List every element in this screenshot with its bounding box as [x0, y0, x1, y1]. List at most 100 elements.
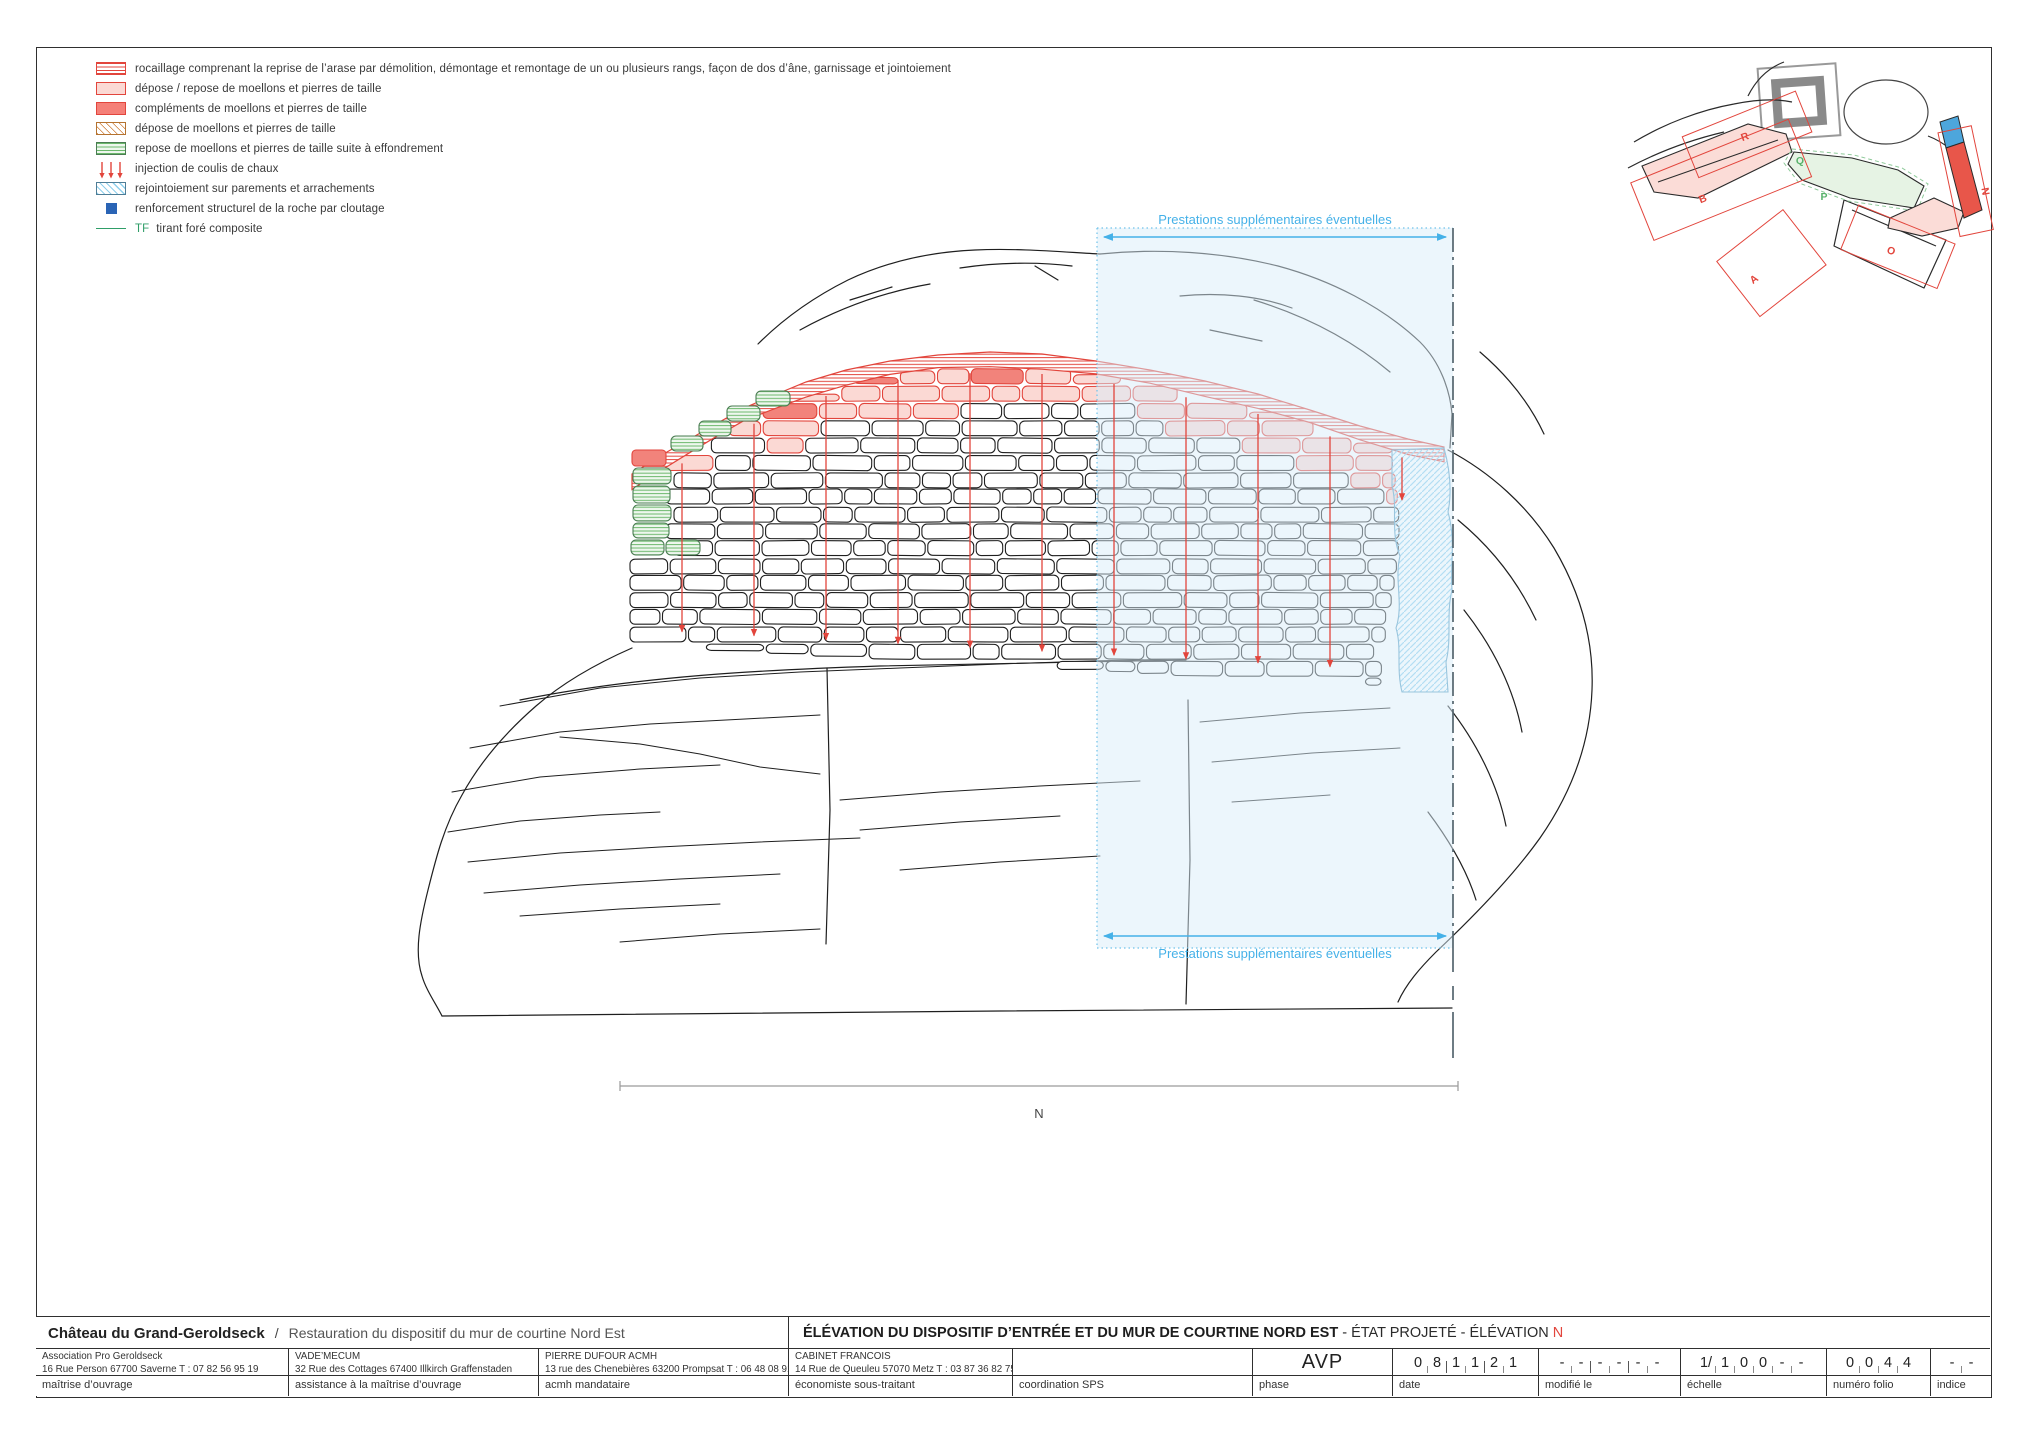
- digit: -: [1559, 1354, 1565, 1371]
- digit: -: [1798, 1354, 1804, 1371]
- project-name: Château du Grand-Geroldseck: [48, 1324, 265, 1342]
- box-label: modifié le: [1539, 1375, 1680, 1396]
- digit-tick: [1628, 1361, 1629, 1373]
- legend-label: compléments de moellons et pierres de ta…: [135, 102, 367, 115]
- box-cell-échelle: 1/1 0 0- - échelle: [1680, 1349, 1826, 1396]
- supplementary-zone: [1097, 228, 1453, 948]
- company-cell-3: PIERRE DUFOUR ACMH 13 rue des Chenebières…: [538, 1349, 788, 1396]
- legend-item-injection: injection de coulis de chaux: [96, 161, 951, 178]
- supplementary-note-top: Prestations supplémentaires éventuelles: [1158, 212, 1392, 227]
- legend-item-depose-repose: dépose / repose de moellons et pierres d…: [96, 82, 951, 95]
- legend-item-tirant: TF tirant foré composite: [96, 222, 951, 235]
- supplementary-zone-borders: Prestations supplémentaires éventuelles P…: [1096, 212, 1454, 1058]
- renforcement-icon: [96, 202, 126, 215]
- digit-tick: [1609, 1366, 1610, 1373]
- title-block: Château du Grand-Geroldseck / Restaurati…: [36, 1316, 1992, 1396]
- company-info: [1013, 1349, 1252, 1376]
- site-map-label-R: R: [1739, 130, 1751, 144]
- digit: 1/: [1699, 1354, 1713, 1371]
- phase-cell: AVP phase: [1252, 1349, 1392, 1396]
- box-cell-date: 0 8 1 1 2 1 date: [1392, 1349, 1538, 1396]
- role-label: coordination SPS: [1013, 1375, 1252, 1396]
- digit-tick: [1446, 1361, 1447, 1373]
- project-subtitle: Restauration du dispositif du mur de cou…: [288, 1325, 625, 1341]
- legend: rocaillage comprenant la reprise de l’ar…: [96, 62, 951, 242]
- digit-boxes: 1/1 0 0- -: [1681, 1349, 1826, 1376]
- company-info: CABINET FRANCOIS 14 Rue de Queuleu 57070 …: [789, 1349, 1012, 1376]
- digit-tick: [1571, 1366, 1572, 1373]
- company-address: 32 Rue des Cottages 67400 Illkirch Graff…: [295, 1364, 513, 1375]
- digit-tick: [1753, 1366, 1754, 1373]
- digit-tick: [1772, 1366, 1773, 1373]
- site-map-label-N: N: [1978, 187, 1991, 197]
- legend-label: injection de coulis de chaux: [135, 162, 279, 175]
- legend-item-repose-effondrement: repose de moellons et pierres de taille …: [96, 142, 951, 155]
- digit: 1: [1451, 1354, 1461, 1371]
- sheet-frame: [36, 47, 1992, 1398]
- digit-tick: [1734, 1366, 1735, 1373]
- phase-label: phase: [1253, 1375, 1392, 1396]
- phase-value: AVP: [1301, 1351, 1344, 1373]
- company-info: Association Pro Geroldseck 16 Rue Person …: [36, 1349, 288, 1376]
- depose-swatch: [96, 122, 126, 135]
- box-cell-modifié-le: - - - - - - modifié le: [1538, 1349, 1680, 1396]
- company-cell-4: CABINET FRANCOIS 14 Rue de Queuleu 57070 …: [788, 1349, 1012, 1396]
- legend-label: dépose de moellons et pierres de taille: [135, 122, 336, 135]
- site-map-label-B: B: [1697, 192, 1709, 206]
- title-block-top-row: Château du Grand-Geroldseck / Restaurati…: [36, 1317, 1990, 1349]
- box-label: date: [1393, 1375, 1538, 1396]
- site-map-label-P: P: [1820, 191, 1827, 203]
- nail-square-icon: [105, 203, 117, 214]
- digit-tick: [1484, 1361, 1485, 1373]
- site-map-label-Q: Q: [1796, 155, 1804, 167]
- project-cell: Château du Grand-Geroldseck / Restaurati…: [36, 1317, 788, 1349]
- legend-item-rocaillage: rocaillage comprenant la reprise de l’ar…: [96, 62, 951, 75]
- company-name: CABINET FRANCOIS: [795, 1351, 891, 1362]
- tirant-icon: [96, 222, 126, 235]
- digit: 4: [1883, 1354, 1893, 1371]
- legend-label: TF tirant foré composite: [135, 222, 263, 235]
- company-cell-2: VADE’MECUM 32 Rue des Cottages 67400 Illk…: [288, 1349, 538, 1396]
- sheet-title-cell: ÉLÉVATION DU DISPOSITIF D’ENTRÉE ET DU M…: [788, 1317, 1990, 1349]
- digit: -: [1654, 1354, 1660, 1371]
- sheet-title-letter: N: [1552, 1325, 1564, 1341]
- box-label: numéro folio: [1827, 1375, 1930, 1396]
- legend-label: renforcement structurel de la roche par …: [135, 202, 385, 215]
- box-cell-indice: - - indice: [1930, 1349, 1992, 1396]
- digit-tick: [1961, 1366, 1962, 1373]
- injection-arrows: [678, 373, 1406, 668]
- role-label: acmh mandataire: [539, 1375, 788, 1396]
- company-cell-5: coordination SPS: [1012, 1349, 1252, 1396]
- box-label: échelle: [1681, 1375, 1826, 1396]
- digit-tick: [1647, 1366, 1648, 1373]
- digit: -: [1949, 1354, 1955, 1371]
- digit-tick: [1878, 1366, 1879, 1373]
- supplementary-note-bottom: Prestations supplémentaires éventuelles: [1158, 946, 1392, 961]
- injection-arrows-icon: [96, 161, 126, 178]
- digit: 0: [1864, 1354, 1874, 1371]
- digit: 1: [1470, 1354, 1480, 1371]
- box-cell-numéro-folio: 0 0 4 4 numéro folio: [1826, 1349, 1930, 1396]
- digit: 1: [1720, 1354, 1730, 1371]
- digit-boxes: --: [1931, 1349, 1992, 1376]
- depose-repose-swatch: [96, 82, 126, 95]
- complement-stone: [631, 449, 667, 467]
- company-name: PIERRE DUFOUR ACMH: [545, 1351, 658, 1362]
- role-label: économiste sous-traitant: [789, 1375, 1012, 1396]
- site-map-label-A: A: [1748, 272, 1762, 286]
- digit: -: [1578, 1354, 1584, 1371]
- legend-item-depose: dépose de moellons et pierres de taille: [96, 122, 951, 135]
- digit: 0: [1413, 1354, 1423, 1371]
- axis-label: N: [1034, 1106, 1043, 1121]
- repose-effondrement-swatch: [96, 142, 126, 155]
- company-name: Association Pro Geroldseck: [42, 1351, 163, 1362]
- company-info: VADE’MECUM 32 Rue des Cottages 67400 Illk…: [289, 1349, 538, 1376]
- digit: -: [1635, 1354, 1641, 1371]
- digit: -: [1968, 1354, 1974, 1371]
- digit-tick: [1465, 1366, 1466, 1373]
- tf-line-icon: [96, 228, 126, 229]
- sheet-title: ÉLÉVATION DU DISPOSITIF D’ENTRÉE ET DU M…: [803, 1325, 1339, 1341]
